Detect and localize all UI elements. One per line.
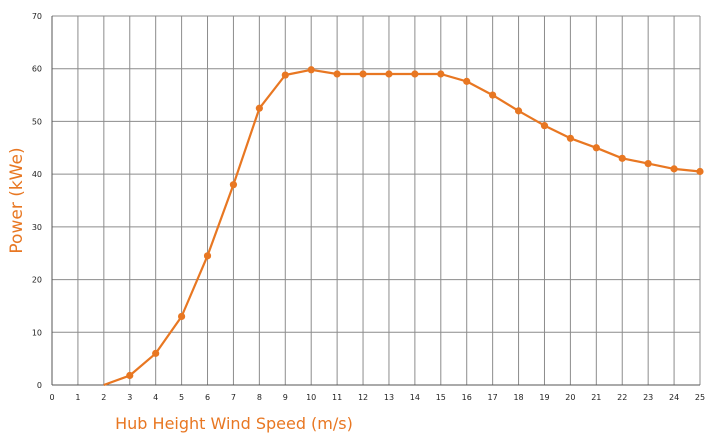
grid	[52, 15, 701, 385]
data-point	[359, 70, 367, 78]
x-tick-label: 22	[617, 393, 627, 402]
x-tick-label: 21	[591, 393, 601, 402]
y-tick-label: 40	[32, 170, 42, 179]
y-tick-label: 70	[32, 12, 42, 21]
data-point	[152, 349, 160, 357]
y-tick-label: 0	[37, 381, 42, 390]
data-point	[696, 167, 704, 176]
x-tick-label: 4	[153, 393, 158, 402]
x-tick-label: 7	[231, 393, 236, 402]
data-point	[540, 122, 549, 130]
x-tick-label: 0	[49, 393, 54, 402]
data-point	[437, 70, 445, 78]
axes	[51, 16, 700, 386]
x-tick-label: 1	[75, 393, 80, 402]
data-point	[411, 70, 419, 78]
y-tick-label: 10	[32, 328, 42, 337]
data-point	[489, 91, 497, 99]
data-point	[255, 104, 263, 112]
x-tick-label: 20	[565, 393, 575, 402]
data-point	[644, 160, 652, 168]
x-tick-label: 23	[643, 393, 653, 402]
data-point	[463, 77, 471, 85]
x-tick-label: 19	[539, 393, 549, 402]
x-tick-label: 5	[179, 393, 184, 402]
series-line	[103, 68, 701, 387]
data-point	[203, 252, 212, 260]
y-tick-label: 60	[32, 65, 42, 74]
x-tick-label: 15	[436, 393, 446, 402]
data-point	[281, 71, 289, 79]
data-point	[178, 312, 186, 321]
y-tick-label: 50	[32, 117, 42, 126]
data-point	[670, 165, 678, 173]
x-tick-label: 11	[332, 393, 342, 402]
x-tick-label: 6	[205, 393, 210, 402]
tick-labels: 0 1 2 3 4 5 6 7 8 9 10 11 12 13 14 15 16 17 18 19 20 21 22 23 24…	[32, 12, 705, 402]
x-tick-label: 17	[488, 393, 498, 402]
x-tick-label: 2	[101, 393, 106, 402]
data-point	[333, 70, 341, 78]
y-axis-label: Power (kWe)	[7, 147, 27, 253]
x-tick-label: 13	[384, 393, 394, 402]
x-tick-label: 16	[462, 393, 472, 402]
data-point	[618, 154, 626, 162]
data-point	[514, 107, 523, 115]
x-tick-label: 10	[306, 393, 316, 402]
x-tick-label: 14	[410, 393, 420, 402]
x-tick-label: 8	[257, 393, 262, 402]
x-axis-label: Hub Height Wind Speed (m/s)	[115, 414, 353, 433]
x-tick-label: 24	[669, 393, 679, 402]
x-tick-label: 3	[127, 393, 132, 402]
data-point	[126, 371, 134, 380]
x-tick-label: 25	[695, 393, 705, 402]
x-tick-label: 12	[358, 393, 368, 402]
series	[103, 66, 704, 387]
x-tick-label: 9	[283, 393, 288, 402]
data-point	[229, 181, 238, 189]
data-point	[307, 66, 315, 74]
data-point	[592, 144, 600, 152]
data-point	[566, 134, 575, 142]
x-tick-label: 18	[513, 393, 523, 402]
data-point	[385, 70, 393, 78]
y-tick-label: 30	[32, 223, 42, 232]
y-tick-label: 20	[32, 276, 42, 285]
